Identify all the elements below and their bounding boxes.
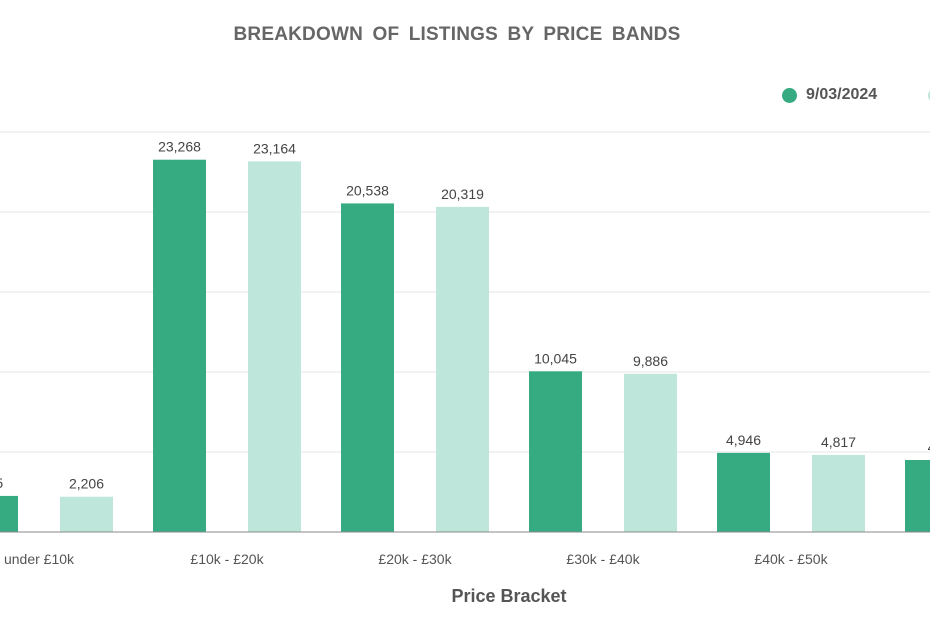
data-label: 20,538	[346, 182, 389, 198]
x-axis-title: Price Bracket	[451, 586, 567, 606]
legend-item-series-2[interactable]	[928, 84, 930, 106]
chart-title: BREAKDOWN OF LISTINGS BY PRICE BANDS	[233, 24, 681, 45]
bar-series-1	[717, 452, 770, 532]
bar-series-2	[248, 161, 301, 532]
x-tick-label: £10k - £20k	[190, 551, 264, 567]
legend-swatch-series-1	[782, 87, 797, 103]
legend-swatch-series-2	[928, 87, 930, 103]
data-label: 20,319	[441, 186, 484, 202]
x-tick-label: £30k - £40k	[566, 551, 640, 567]
bar-series-1	[529, 371, 582, 532]
data-label: 9,886	[633, 353, 668, 369]
x-tick-label: £20k - £30k	[378, 551, 452, 567]
bar-series-2	[624, 373, 677, 532]
legend-item-series-1[interactable]: 9/03/2024	[782, 84, 877, 106]
data-label: 255	[0, 475, 3, 491]
legend-label-series-1: 9/03/2024	[806, 86, 878, 103]
x-tick-label: under £10k	[4, 551, 75, 567]
data-label: 10,045	[534, 350, 577, 366]
data-label: 23,268	[158, 139, 201, 155]
bar-series-2	[60, 496, 113, 532]
data-label: 23,164	[253, 140, 296, 156]
bar-series-1	[905, 460, 930, 532]
data-label: 4,817	[821, 434, 856, 450]
data-label: 4,946	[726, 432, 761, 448]
data-label: 2,206	[69, 476, 104, 492]
bar-series-1	[341, 203, 394, 532]
bar-series-1	[0, 495, 18, 532]
x-tick-label: £40k - £50k	[754, 551, 828, 567]
bar-series-1	[153, 159, 206, 532]
data-label: 4	[928, 439, 930, 455]
bar-series-2	[812, 454, 865, 532]
bar-series-2	[436, 206, 489, 532]
